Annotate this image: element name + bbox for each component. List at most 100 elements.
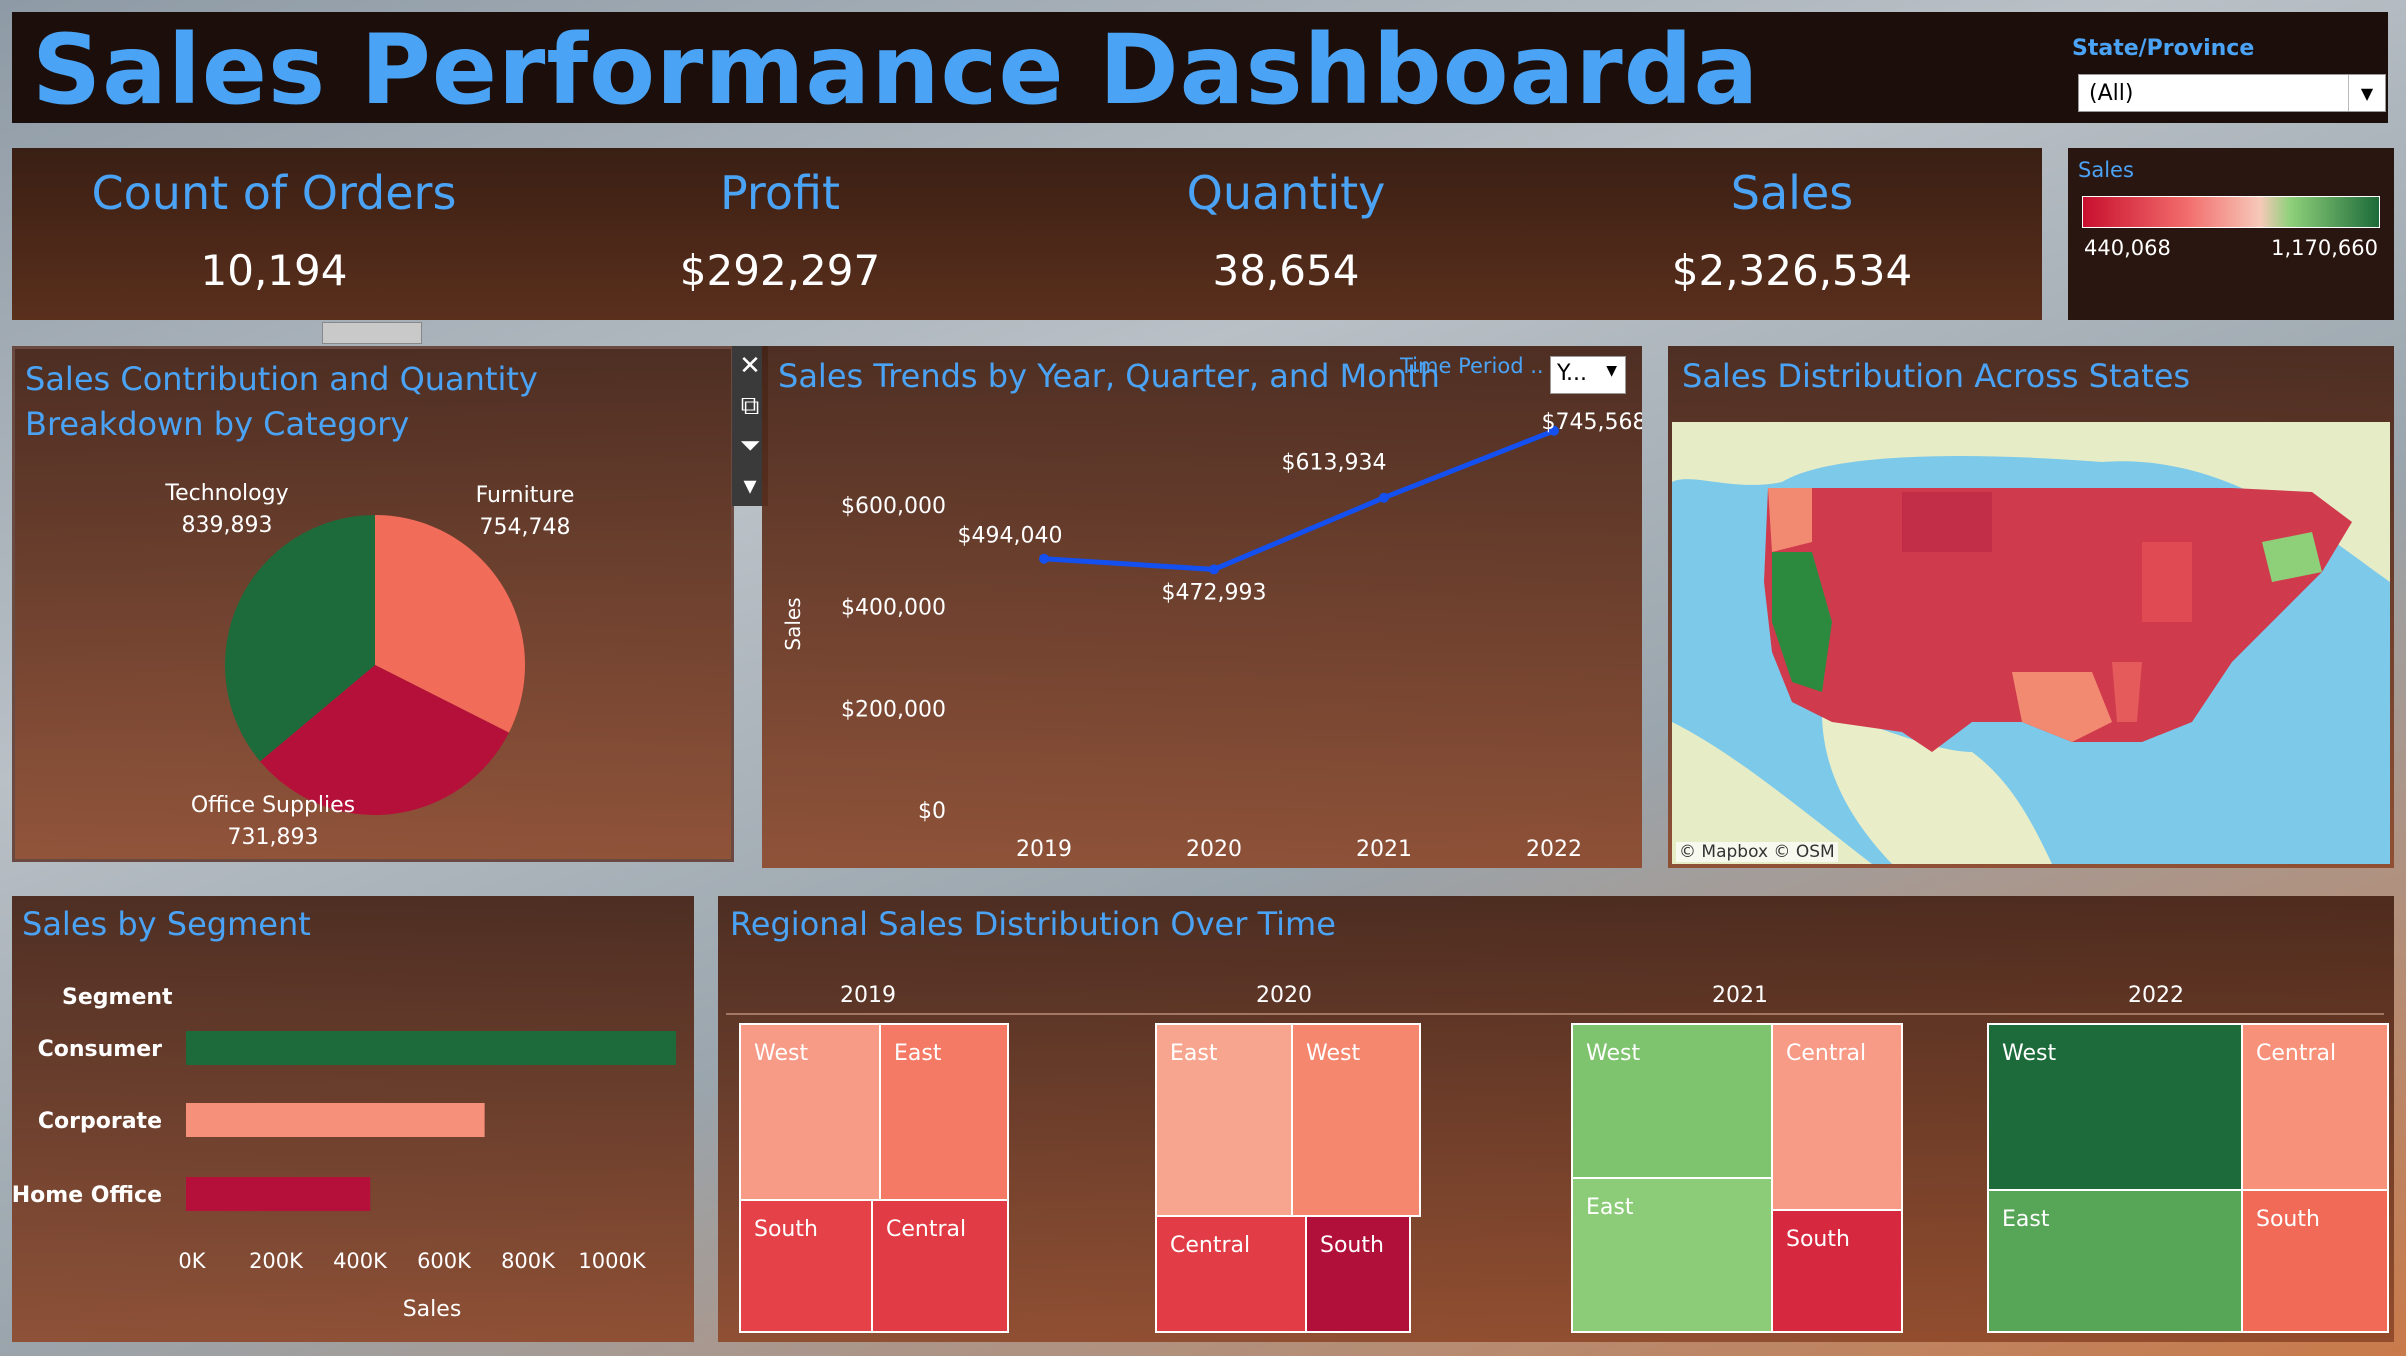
treemap-cell-label: West xyxy=(754,1041,808,1066)
time-period-value: Y... xyxy=(1557,361,1587,386)
segment-label: Consumer xyxy=(38,1037,163,1062)
kpi-profit: Profit $292,297 xyxy=(580,166,980,295)
time-period-label: Time Period .. xyxy=(1400,354,1544,378)
pie-slice-label: Technology xyxy=(164,481,288,506)
sales-trend-card: Sales Trends by Year, Quarter, and Month… xyxy=(762,346,1642,868)
chevron-down-icon[interactable]: ▼ xyxy=(2348,75,2385,111)
trend-value-label: $613,934 xyxy=(1282,451,1387,476)
open-external-icon[interactable]: ⧉ xyxy=(740,390,760,421)
chevron-down-icon[interactable]: ▼ xyxy=(1606,363,1617,379)
pie-chart: Furniture 754,748 Office Supplies 731,893 Te… xyxy=(164,481,575,850)
filter-icon[interactable]: ⏷ xyxy=(739,430,761,461)
x-tick-label: 2020 xyxy=(1186,837,1242,862)
trend-value-label: $494,040 xyxy=(958,524,1063,549)
treemap-cell-east[interactable] xyxy=(1155,1023,1293,1217)
treemap-cell-south[interactable] xyxy=(2241,1189,2389,1333)
treemap-year-label: 2022 xyxy=(2128,983,2184,1008)
time-period-dropdown[interactable]: Y... ▼ xyxy=(1550,356,1626,394)
kpi-value: $2,326,534 xyxy=(1671,246,1913,295)
treemap-year-label: 2021 xyxy=(1712,983,1768,1008)
more-options-icon[interactable]: ▾ xyxy=(743,471,757,501)
legend-title: Sales xyxy=(2078,158,2134,182)
segment-bar-corporate[interactable] xyxy=(186,1103,485,1137)
page-title: Sales Performance Dashboarda xyxy=(32,14,1760,126)
trend-value-label: $472,993 xyxy=(1162,580,1267,605)
trend-value-label: $745,568 xyxy=(1542,410,1642,435)
segment-header: Segment xyxy=(62,985,173,1010)
pie-slice-furniture[interactable] xyxy=(375,515,525,733)
segment-bar-consumer[interactable] xyxy=(186,1031,676,1065)
sales-color-legend: Sales 440,068 1,170,660 xyxy=(2068,148,2394,320)
x-tick-label: 2019 xyxy=(1016,837,1072,862)
kpi-label: Quantity xyxy=(1186,166,1386,220)
x-tick-label: 0K xyxy=(178,1249,206,1273)
y-tick-label: $0 xyxy=(918,799,946,824)
treemap-cell-west[interactable] xyxy=(739,1023,881,1201)
x-tick-label: 400K xyxy=(333,1249,388,1273)
sales-trend-line[interactable] xyxy=(1043,428,1555,572)
segment-title: Sales by Segment xyxy=(22,905,311,943)
treemap-cell-label: West xyxy=(2002,1041,2056,1066)
treemap-cell-label: South xyxy=(1320,1233,1384,1258)
treemap-year-label: 2020 xyxy=(1256,983,1312,1008)
pie-slice-label: Office Supplies xyxy=(191,793,355,818)
us-states-base xyxy=(1764,488,2352,752)
close-icon[interactable]: ✕ xyxy=(739,351,761,381)
treemap-cell-south[interactable] xyxy=(739,1199,873,1333)
state-midwest xyxy=(2142,542,2192,622)
pie-slice-value: 839,893 xyxy=(182,513,273,538)
segment-label: Corporate xyxy=(38,1109,162,1134)
x-tick-label: 600K xyxy=(417,1249,472,1273)
treemap-cell-central[interactable] xyxy=(1155,1215,1307,1333)
pie-slice-technology[interactable] xyxy=(225,515,375,762)
state-filter-value: (All) xyxy=(2089,81,2134,106)
treemap-cell-south[interactable] xyxy=(1305,1215,1411,1333)
treemap-cell-label: South xyxy=(2256,1207,2320,1232)
kpi-value: 10,194 xyxy=(200,246,348,295)
treemap-cell-label: Central xyxy=(1170,1233,1250,1258)
kpi-value: $292,297 xyxy=(679,246,881,295)
kpi-label: Profit xyxy=(720,166,840,220)
x-axis-label: Sales xyxy=(403,1297,462,1322)
regional-title: Regional Sales Distribution Over Time xyxy=(730,905,1336,943)
segment-label: Home Office xyxy=(12,1183,162,1208)
trend-point[interactable] xyxy=(1039,553,1049,564)
treemap-cell-label: South xyxy=(754,1217,818,1242)
state-california xyxy=(1772,552,1832,692)
segment-bar-card: Sales by Segment Segment Consumer Corporat… xyxy=(12,896,694,1342)
treemap-cell-central[interactable] xyxy=(1771,1023,1903,1211)
treemap-cell-label: Central xyxy=(1786,1041,1866,1066)
treemap-cell-west[interactable] xyxy=(1291,1023,1421,1217)
mexico-land xyxy=(1672,722,1872,864)
x-tick-label: 1000K xyxy=(578,1249,646,1273)
state-filter-label: State/Province xyxy=(2072,36,2255,61)
us-map xyxy=(1672,422,2390,864)
treemap-cell-label: West xyxy=(1586,1041,1640,1066)
treemap-cell-central[interactable] xyxy=(2241,1023,2389,1191)
state-washington xyxy=(1768,488,1812,552)
trend-point[interactable] xyxy=(1549,425,1559,436)
treemap-cell-west[interactable] xyxy=(1571,1023,1773,1179)
kpi-value: 38,654 xyxy=(1212,246,1360,295)
canada-land xyxy=(1672,422,2390,582)
kpi-sales: Sales $2,326,534 xyxy=(1592,166,1992,295)
map-area[interactable]: © Mapbox © OSM xyxy=(1672,422,2390,864)
line-chart: $0 $200,000 $400,000 $600,000 2019 2020 2021 20… xyxy=(781,410,1642,862)
treemap-cell-label: East xyxy=(1586,1195,1634,1220)
treemap-cell-east[interactable] xyxy=(1571,1177,1773,1333)
kpi-quantity: Quantity 38,654 xyxy=(1086,166,1486,295)
segment-bar-home-office[interactable] xyxy=(186,1177,371,1211)
treemap-cell-east[interactable] xyxy=(879,1023,1009,1201)
resize-handle[interactable] xyxy=(322,322,422,344)
trend-point[interactable] xyxy=(1209,564,1219,575)
state-filter-dropdown[interactable]: (All) ▼ xyxy=(2078,74,2386,112)
treemap-cell-central[interactable] xyxy=(871,1199,1009,1333)
treemap-cell-east[interactable] xyxy=(1987,1189,2243,1333)
trend-point[interactable] xyxy=(1379,492,1389,503)
treemap-cell-label: East xyxy=(1170,1041,1218,1066)
pie-slice-office-supplies[interactable] xyxy=(260,665,509,815)
treemap-cell-south[interactable] xyxy=(1771,1209,1903,1333)
map-attribution: © Mapbox © OSM xyxy=(1676,842,1838,862)
pie-slice-label: Furniture xyxy=(476,483,575,508)
map-title: Sales Distribution Across States xyxy=(1682,357,2191,395)
